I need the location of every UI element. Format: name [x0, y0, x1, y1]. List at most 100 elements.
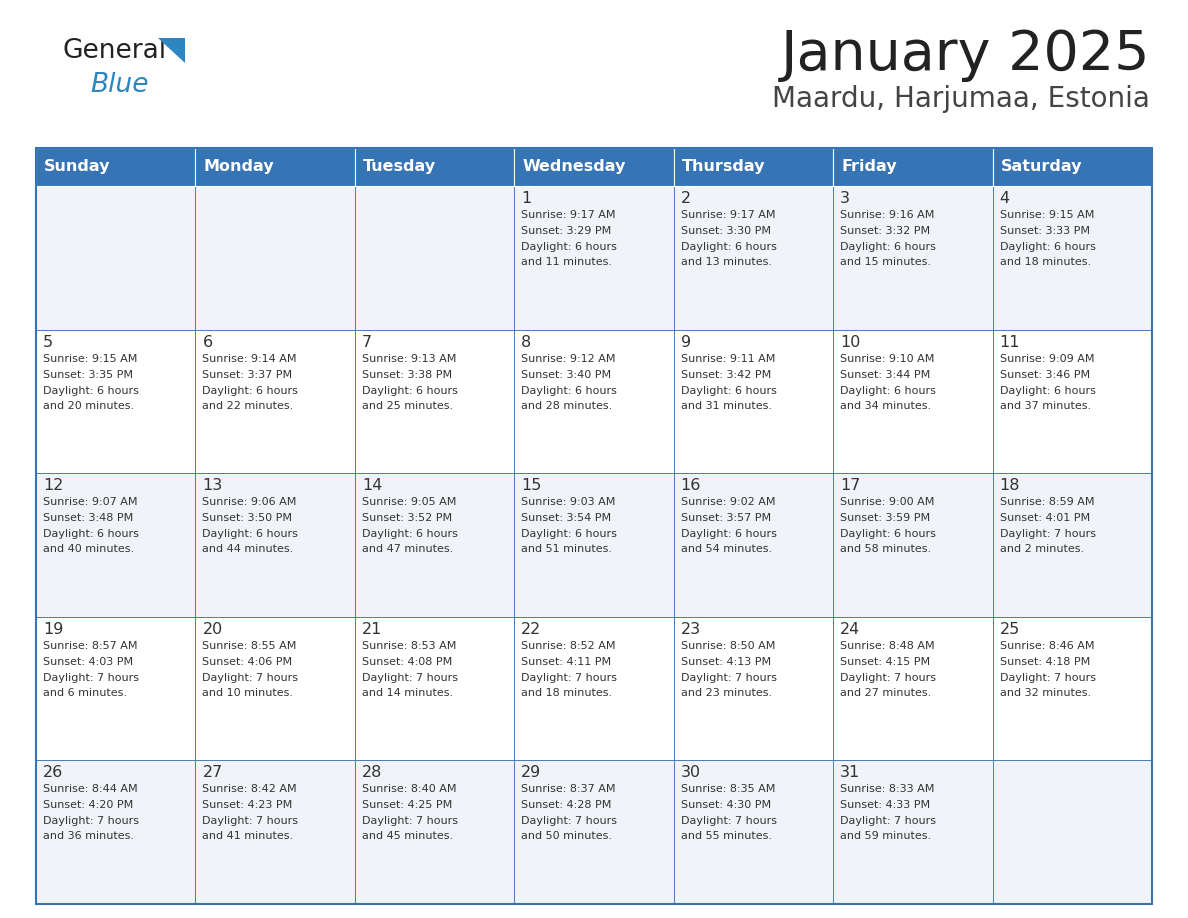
Text: Friday: Friday	[841, 160, 897, 174]
Text: Sunset: 4:33 PM: Sunset: 4:33 PM	[840, 800, 930, 811]
Text: Sunset: 3:30 PM: Sunset: 3:30 PM	[681, 226, 771, 236]
Text: and 55 minutes.: and 55 minutes.	[681, 832, 772, 842]
Text: Daylight: 7 hours: Daylight: 7 hours	[999, 529, 1095, 539]
Text: Sunset: 3:29 PM: Sunset: 3:29 PM	[522, 226, 612, 236]
Text: Daylight: 7 hours: Daylight: 7 hours	[840, 673, 936, 683]
Text: Sunrise: 9:00 AM: Sunrise: 9:00 AM	[840, 498, 935, 508]
Text: Daylight: 7 hours: Daylight: 7 hours	[999, 673, 1095, 683]
Text: Daylight: 6 hours: Daylight: 6 hours	[999, 386, 1095, 396]
Text: Daylight: 6 hours: Daylight: 6 hours	[999, 242, 1095, 252]
Bar	[514, 473, 674, 617]
Text: Sunset: 3:38 PM: Sunset: 3:38 PM	[362, 370, 451, 380]
Text: 5: 5	[43, 334, 53, 350]
Text: 20: 20	[202, 621, 222, 637]
Bar	[833, 473, 992, 617]
Text: Sunset: 4:01 PM: Sunset: 4:01 PM	[999, 513, 1089, 523]
Text: 14: 14	[362, 478, 383, 493]
Bar	[196, 330, 355, 473]
Bar	[196, 760, 355, 904]
Text: Sunrise: 9:12 AM: Sunrise: 9:12 AM	[522, 353, 615, 364]
Text: General: General	[62, 38, 166, 64]
Text: Sunrise: 8:52 AM: Sunrise: 8:52 AM	[522, 641, 615, 651]
Text: Maardu, Harjumaa, Estonia: Maardu, Harjumaa, Estonia	[772, 85, 1150, 113]
Text: 13: 13	[202, 478, 222, 493]
Text: Daylight: 7 hours: Daylight: 7 hours	[43, 673, 139, 683]
Text: Sunrise: 8:33 AM: Sunrise: 8:33 AM	[840, 784, 935, 794]
Text: Sunset: 4:30 PM: Sunset: 4:30 PM	[681, 800, 771, 811]
Bar	[36, 473, 196, 617]
Text: 21: 21	[362, 621, 383, 637]
Text: Sunset: 3:52 PM: Sunset: 3:52 PM	[362, 513, 451, 523]
Text: Sunset: 3:50 PM: Sunset: 3:50 PM	[202, 513, 292, 523]
Text: Daylight: 7 hours: Daylight: 7 hours	[362, 816, 457, 826]
Text: Sunset: 3:33 PM: Sunset: 3:33 PM	[999, 226, 1089, 236]
Text: and 27 minutes.: and 27 minutes.	[840, 688, 931, 698]
Text: Sunrise: 9:16 AM: Sunrise: 9:16 AM	[840, 210, 935, 220]
Text: Sunrise: 8:46 AM: Sunrise: 8:46 AM	[999, 641, 1094, 651]
Text: Sunset: 4:15 PM: Sunset: 4:15 PM	[840, 656, 930, 666]
Text: Sunrise: 9:17 AM: Sunrise: 9:17 AM	[681, 210, 776, 220]
Bar	[355, 148, 514, 186]
Text: Sunset: 4:11 PM: Sunset: 4:11 PM	[522, 656, 612, 666]
Text: Sunrise: 8:48 AM: Sunrise: 8:48 AM	[840, 641, 935, 651]
Bar	[355, 330, 514, 473]
Text: Daylight: 7 hours: Daylight: 7 hours	[202, 816, 298, 826]
Bar	[833, 186, 992, 330]
Text: and 13 minutes.: and 13 minutes.	[681, 257, 772, 267]
Bar	[992, 330, 1152, 473]
Text: 11: 11	[999, 334, 1020, 350]
Text: Daylight: 6 hours: Daylight: 6 hours	[681, 242, 777, 252]
Text: Sunset: 4:03 PM: Sunset: 4:03 PM	[43, 656, 133, 666]
Bar	[196, 473, 355, 617]
Text: and 50 minutes.: and 50 minutes.	[522, 832, 612, 842]
Text: Wednesday: Wednesday	[523, 160, 626, 174]
Text: Sunset: 4:25 PM: Sunset: 4:25 PM	[362, 800, 453, 811]
Text: 9: 9	[681, 334, 691, 350]
Text: Daylight: 6 hours: Daylight: 6 hours	[840, 529, 936, 539]
Bar	[514, 760, 674, 904]
Text: Daylight: 6 hours: Daylight: 6 hours	[681, 529, 777, 539]
Text: Monday: Monday	[203, 160, 274, 174]
Text: Sunrise: 9:09 AM: Sunrise: 9:09 AM	[999, 353, 1094, 364]
Text: Sunrise: 9:03 AM: Sunrise: 9:03 AM	[522, 498, 615, 508]
Text: Sunset: 4:06 PM: Sunset: 4:06 PM	[202, 656, 292, 666]
Bar	[833, 148, 992, 186]
Text: 25: 25	[999, 621, 1019, 637]
Text: Sunrise: 8:55 AM: Sunrise: 8:55 AM	[202, 641, 297, 651]
Text: and 59 minutes.: and 59 minutes.	[840, 832, 931, 842]
Text: and 25 minutes.: and 25 minutes.	[362, 400, 453, 410]
Text: Daylight: 6 hours: Daylight: 6 hours	[43, 529, 139, 539]
Bar	[992, 617, 1152, 760]
Text: Sunrise: 9:07 AM: Sunrise: 9:07 AM	[43, 498, 138, 508]
Text: 4: 4	[999, 191, 1010, 206]
Text: 22: 22	[522, 621, 542, 637]
Text: and 14 minutes.: and 14 minutes.	[362, 688, 453, 698]
Text: Blue: Blue	[90, 72, 148, 98]
Text: Daylight: 7 hours: Daylight: 7 hours	[522, 816, 618, 826]
Text: Sunset: 3:46 PM: Sunset: 3:46 PM	[999, 370, 1089, 380]
Text: Tuesday: Tuesday	[362, 160, 436, 174]
Text: Sunset: 4:23 PM: Sunset: 4:23 PM	[202, 800, 292, 811]
Text: and 32 minutes.: and 32 minutes.	[999, 688, 1091, 698]
Text: Sunrise: 9:10 AM: Sunrise: 9:10 AM	[840, 353, 935, 364]
Bar	[674, 186, 833, 330]
Bar	[674, 148, 833, 186]
Text: and 6 minutes.: and 6 minutes.	[43, 688, 127, 698]
Text: Saturday: Saturday	[1000, 160, 1082, 174]
Polygon shape	[158, 38, 185, 63]
Text: 7: 7	[362, 334, 372, 350]
Text: Sunrise: 8:44 AM: Sunrise: 8:44 AM	[43, 784, 138, 794]
Text: and 11 minutes.: and 11 minutes.	[522, 257, 612, 267]
Text: Sunrise: 8:57 AM: Sunrise: 8:57 AM	[43, 641, 138, 651]
Text: Sunset: 3:37 PM: Sunset: 3:37 PM	[202, 370, 292, 380]
Text: 3: 3	[840, 191, 851, 206]
Bar	[196, 617, 355, 760]
Text: Sunset: 3:44 PM: Sunset: 3:44 PM	[840, 370, 930, 380]
Text: 18: 18	[999, 478, 1020, 493]
Text: and 45 minutes.: and 45 minutes.	[362, 832, 453, 842]
Text: and 40 minutes.: and 40 minutes.	[43, 544, 134, 554]
Text: Sunrise: 8:35 AM: Sunrise: 8:35 AM	[681, 784, 775, 794]
Bar	[992, 148, 1152, 186]
Bar	[355, 760, 514, 904]
Text: Daylight: 6 hours: Daylight: 6 hours	[681, 386, 777, 396]
